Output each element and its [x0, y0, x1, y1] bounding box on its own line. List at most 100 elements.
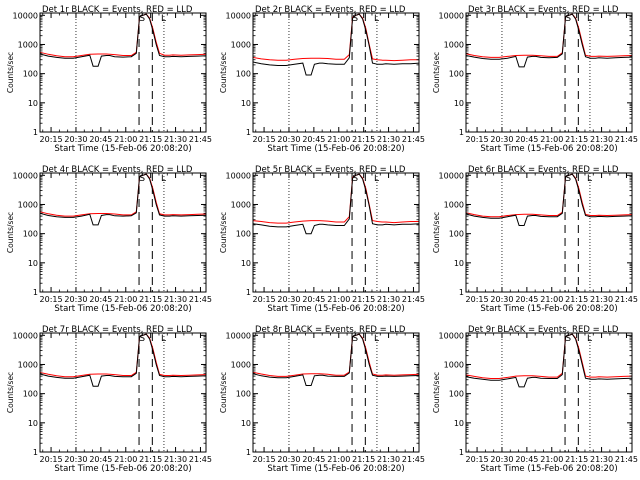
- x-tick-label: 21:15: [352, 135, 375, 144]
- x-tick-label: 21:15: [565, 295, 588, 304]
- annotation-label: S: [565, 174, 571, 184]
- x-tick-label: 21:15: [565, 455, 588, 464]
- series-line: [39, 173, 207, 217]
- y-tick-label: 1000: [231, 40, 251, 49]
- x-tick-label: 21:30: [164, 295, 187, 304]
- x-tick-label: 20:15: [466, 135, 489, 144]
- x-tick-label: 20:30: [64, 135, 87, 144]
- y-tick-label: 1000: [231, 200, 251, 209]
- x-tick-label: 20:45: [515, 455, 538, 464]
- x-tick-label: 20:30: [277, 295, 300, 304]
- x-tick-label: 21:00: [540, 295, 563, 304]
- x-tick-label: 20:15: [253, 455, 276, 464]
- y-tick-label: 10000: [439, 171, 464, 180]
- x-tick-label: 21:30: [590, 135, 613, 144]
- plot-frame: [39, 12, 207, 133]
- y-tick-label: 100: [236, 70, 251, 79]
- series-line: [39, 13, 207, 67]
- annotation-label: S: [565, 334, 571, 344]
- annotation-label: L: [587, 174, 592, 184]
- y-tick-label: 10: [241, 99, 251, 108]
- x-axis-label: Start Time (15-Feb-06 20:08:20): [267, 464, 404, 474]
- x-axis-label: Start Time (15-Feb-06 20:08:20): [54, 464, 191, 474]
- x-tick-label: 20:15: [40, 295, 63, 304]
- y-tick-label: 10: [454, 419, 464, 428]
- y-tick-label: 10: [454, 99, 464, 108]
- x-tick-label: 20:45: [302, 135, 325, 144]
- chart-title: Det 9r BLACK = Events, RED = LLD: [468, 325, 619, 335]
- series-line: [252, 333, 420, 386]
- series-line: [39, 13, 207, 58]
- y-tick-label: 10000: [439, 11, 464, 20]
- x-tick-label: 21:45: [402, 135, 425, 144]
- plot-frame: [465, 332, 633, 453]
- x-tick-label: 21:45: [615, 135, 638, 144]
- y-axis-label: Counts/sec: [219, 372, 228, 413]
- series-line: [252, 173, 419, 224]
- chart-title: Det 2r BLACK = Events, RED = LLD: [255, 5, 406, 15]
- x-tick-label: 21:30: [377, 455, 400, 464]
- x-tick-label: 20:45: [302, 455, 325, 464]
- x-tick-label: 21:30: [590, 455, 613, 464]
- y-tick-label: 1: [459, 128, 464, 137]
- x-tick-label: 21:00: [540, 135, 563, 144]
- y-tick-label: 1000: [444, 40, 464, 49]
- x-tick-label: 20:30: [64, 455, 87, 464]
- x-axis-label: Start Time (15-Feb-06 20:08:20): [54, 144, 191, 154]
- series-line: [465, 13, 633, 68]
- x-axis-label: Start Time (15-Feb-06 20:08:20): [480, 144, 617, 154]
- plot-frame: [252, 172, 420, 293]
- y-tick-label: 1000: [18, 360, 38, 369]
- x-tick-label: 21:15: [139, 135, 162, 144]
- x-tick-label: 20:30: [64, 295, 87, 304]
- y-tick-label: 1: [33, 448, 38, 457]
- plot-frame: [465, 172, 633, 293]
- y-tick-label: 1000: [444, 200, 464, 209]
- chart-title: Det 4r BLACK = Events, RED = LLD: [42, 165, 193, 175]
- y-tick-label: 100: [23, 390, 38, 399]
- series-line: [252, 173, 420, 235]
- chart-title: Det 3r BLACK = Events, RED = LLD: [468, 5, 619, 15]
- x-axis-label: Start Time (15-Feb-06 20:08:20): [267, 304, 404, 314]
- x-tick-label: 21:00: [540, 455, 563, 464]
- x-tick-label: 21:00: [327, 295, 350, 304]
- series-line: [39, 173, 207, 226]
- y-tick-label: 10: [241, 419, 251, 428]
- y-tick-label: 10000: [13, 11, 38, 20]
- x-axis-label: Start Time (15-Feb-06 20:08:20): [54, 304, 191, 314]
- y-tick-label: 1000: [444, 360, 464, 369]
- y-tick-label: 1: [246, 288, 251, 297]
- annotation-label: L: [374, 14, 379, 24]
- x-axis-label: Start Time (15-Feb-06 20:08:20): [267, 144, 404, 154]
- annotation-label: S: [139, 174, 145, 184]
- y-tick-label: 10000: [13, 331, 38, 340]
- plot-frame: [465, 12, 633, 133]
- series-line: [465, 173, 633, 226]
- y-axis-label: Counts/sec: [6, 372, 15, 413]
- y-tick-label: 100: [449, 70, 464, 79]
- series-line: [39, 333, 207, 378]
- chart-title: Det 1r BLACK = Events, RED = LLD: [42, 5, 193, 15]
- x-axis-label: Start Time (15-Feb-06 20:08:20): [480, 464, 617, 474]
- x-tick-label: 21:15: [139, 455, 162, 464]
- y-tick-label: 1: [459, 448, 464, 457]
- x-tick-label: 20:30: [277, 135, 300, 144]
- chart-title: Det 5r BLACK = Events, RED = LLD: [255, 165, 406, 175]
- plot-frame: [39, 332, 207, 453]
- y-tick-label: 1: [33, 128, 38, 137]
- annotation-label: S: [352, 14, 358, 24]
- y-tick-label: 10000: [226, 331, 251, 340]
- annotation-label: L: [161, 174, 166, 184]
- x-tick-label: 21:15: [139, 295, 162, 304]
- series-line: [39, 333, 207, 387]
- annotation-label: L: [374, 334, 379, 344]
- y-tick-label: 1: [459, 288, 464, 297]
- x-tick-label: 20:45: [89, 135, 112, 144]
- annotation-label: L: [161, 334, 166, 344]
